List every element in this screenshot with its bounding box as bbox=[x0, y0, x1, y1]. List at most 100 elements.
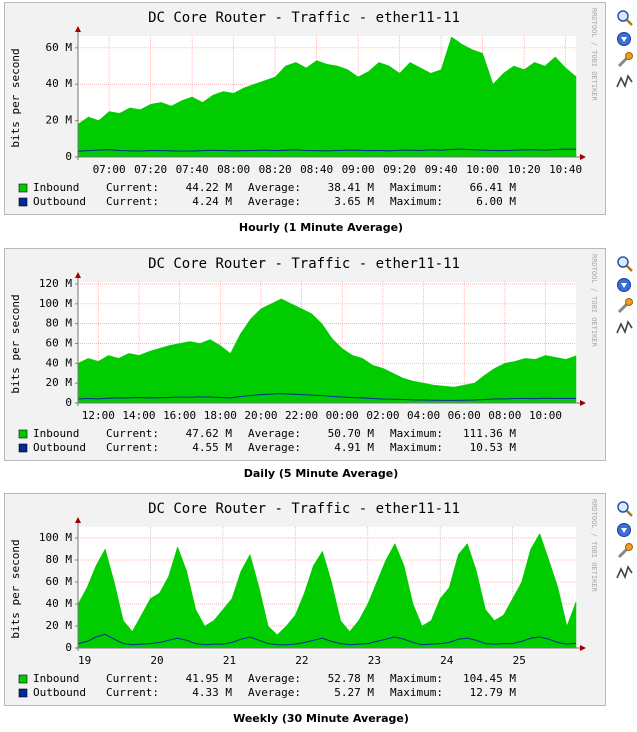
y-tick-label: 60 M bbox=[46, 41, 73, 54]
x-tick-label: 04:00 bbox=[407, 409, 440, 422]
watermark: RRDTOOL / TOBI OETIKER bbox=[590, 8, 598, 102]
graph-caption: Weekly (30 Minute Average) bbox=[233, 712, 409, 725]
stat-value: 4.91 M bbox=[334, 441, 374, 454]
x-tick-label: 18:00 bbox=[204, 409, 237, 422]
stat-name: Average: bbox=[248, 672, 301, 685]
y-tick-label: 40 M bbox=[46, 597, 73, 610]
watermark: RRDTOOL / TOBI OETIKER bbox=[590, 499, 598, 593]
zoom-icon[interactable] bbox=[617, 10, 633, 26]
wrench-head bbox=[625, 543, 633, 551]
stat-value: 4.33 M bbox=[192, 686, 232, 699]
legend-swatch bbox=[18, 443, 28, 453]
x-tick-label: 08:00 bbox=[488, 409, 521, 422]
stat-name: Maximum: bbox=[390, 672, 443, 685]
stat-name: Maximum: bbox=[390, 686, 443, 699]
stat-value: 66.41 M bbox=[470, 181, 517, 194]
graph-icon[interactable] bbox=[616, 74, 633, 89]
graph-caption: Hourly (1 Minute Average) bbox=[239, 221, 403, 234]
y-tick-label: 40 M bbox=[46, 356, 73, 369]
x-tick-label: 06:00 bbox=[448, 409, 481, 422]
x-tick-label: 24 bbox=[440, 654, 454, 667]
stat-value: 50.70 M bbox=[328, 427, 375, 440]
stat-name: Average: bbox=[248, 195, 301, 208]
y-axis-label: bits per second bbox=[9, 294, 22, 393]
x-tick-label: 23 bbox=[368, 654, 381, 667]
zigzag bbox=[616, 565, 633, 580]
graph-icon[interactable] bbox=[616, 320, 633, 335]
stat-value: 47.62 M bbox=[186, 427, 233, 440]
download-arrow bbox=[621, 528, 627, 533]
stat-name: Average: bbox=[248, 181, 301, 194]
zigzag bbox=[616, 320, 633, 335]
y-tick-label: 100 M bbox=[39, 531, 72, 544]
legend-label: Inbound bbox=[33, 672, 79, 685]
y-tick-label: 40 M bbox=[46, 77, 73, 90]
stat-value: 4.24 M bbox=[192, 195, 232, 208]
stat-value: 44.22 M bbox=[186, 181, 233, 194]
graph-icon[interactable] bbox=[616, 565, 633, 580]
y-axis-arrow bbox=[75, 517, 81, 523]
stat-value: 111.36 M bbox=[463, 427, 516, 440]
download-icon[interactable] bbox=[617, 32, 631, 46]
stat-value: 3.65 M bbox=[334, 195, 374, 208]
x-axis-arrow bbox=[580, 154, 586, 160]
download-arrow bbox=[621, 283, 627, 288]
zoom-lens bbox=[617, 10, 629, 22]
chart-title: DC Core Router - Traffic - ether11-11 bbox=[148, 501, 460, 517]
download-icon[interactable] bbox=[617, 278, 631, 292]
zoom-handle bbox=[626, 265, 633, 272]
x-tick-label: 07:00 bbox=[93, 163, 126, 176]
y-axis-arrow bbox=[75, 26, 81, 32]
y-tick-label: 20 M bbox=[46, 619, 73, 632]
x-tick-label: 20 bbox=[150, 654, 163, 667]
stat-value: 41.95 M bbox=[186, 672, 233, 685]
stat-value: 5.27 M bbox=[334, 686, 374, 699]
outbound-line bbox=[77, 148, 577, 152]
inbound-area bbox=[77, 533, 577, 649]
zigzag bbox=[616, 74, 633, 89]
properties-icon[interactable] bbox=[617, 298, 633, 314]
y-axis-label: bits per second bbox=[9, 48, 22, 147]
zoom-icon[interactable] bbox=[617, 256, 633, 272]
graph-icons bbox=[616, 501, 633, 580]
y-tick-label: 60 M bbox=[46, 575, 73, 588]
legend-swatch bbox=[18, 674, 28, 684]
y-tick-label: 0 bbox=[65, 150, 72, 163]
outbound-line bbox=[77, 633, 577, 646]
stat-name: Current: bbox=[106, 441, 159, 454]
chart-title: DC Core Router - Traffic - ether11-11 bbox=[148, 256, 460, 272]
y-tick-label: 0 bbox=[65, 396, 72, 409]
download-icon[interactable] bbox=[617, 523, 631, 537]
legend-label: Inbound bbox=[33, 427, 79, 440]
stat-value: 52.78 M bbox=[328, 672, 375, 685]
zoom-handle bbox=[626, 19, 633, 26]
y-tick-label: 100 M bbox=[39, 297, 72, 310]
watermark: RRDTOOL / TOBI OETIKER bbox=[590, 254, 598, 348]
zoom-icon[interactable] bbox=[617, 501, 633, 517]
stat-name: Current: bbox=[106, 686, 159, 699]
graph-panel: DC Core Router - Traffic - ether11-11 RRD… bbox=[4, 248, 633, 480]
stat-value: 10.53 M bbox=[470, 441, 517, 454]
legend-label: Inbound bbox=[33, 181, 79, 194]
x-tick-label: 14:00 bbox=[122, 409, 155, 422]
properties-icon[interactable] bbox=[617, 543, 633, 559]
y-axis-label: bits per second bbox=[9, 539, 22, 638]
x-axis-arrow bbox=[580, 645, 586, 651]
graph-icons bbox=[616, 256, 633, 335]
stat-name: Current: bbox=[106, 195, 159, 208]
zoom-lens bbox=[617, 501, 629, 513]
graph-panel: DC Core Router - Traffic - ether11-11 RRD… bbox=[4, 2, 633, 234]
zoom-handle bbox=[626, 510, 633, 517]
download-arrow bbox=[621, 37, 627, 42]
x-tick-label: 19 bbox=[78, 654, 91, 667]
legend-swatch bbox=[18, 197, 28, 207]
inbound-area bbox=[77, 36, 577, 158]
properties-icon[interactable] bbox=[617, 52, 633, 68]
x-tick-label: 21 bbox=[223, 654, 236, 667]
stat-name: Maximum: bbox=[390, 195, 443, 208]
x-tick-label: 07:40 bbox=[176, 163, 209, 176]
x-tick-label: 25 bbox=[513, 654, 526, 667]
stat-value: 12.79 M bbox=[470, 686, 517, 699]
inbound-area bbox=[77, 298, 577, 404]
legend-label: Outbound bbox=[33, 195, 86, 208]
